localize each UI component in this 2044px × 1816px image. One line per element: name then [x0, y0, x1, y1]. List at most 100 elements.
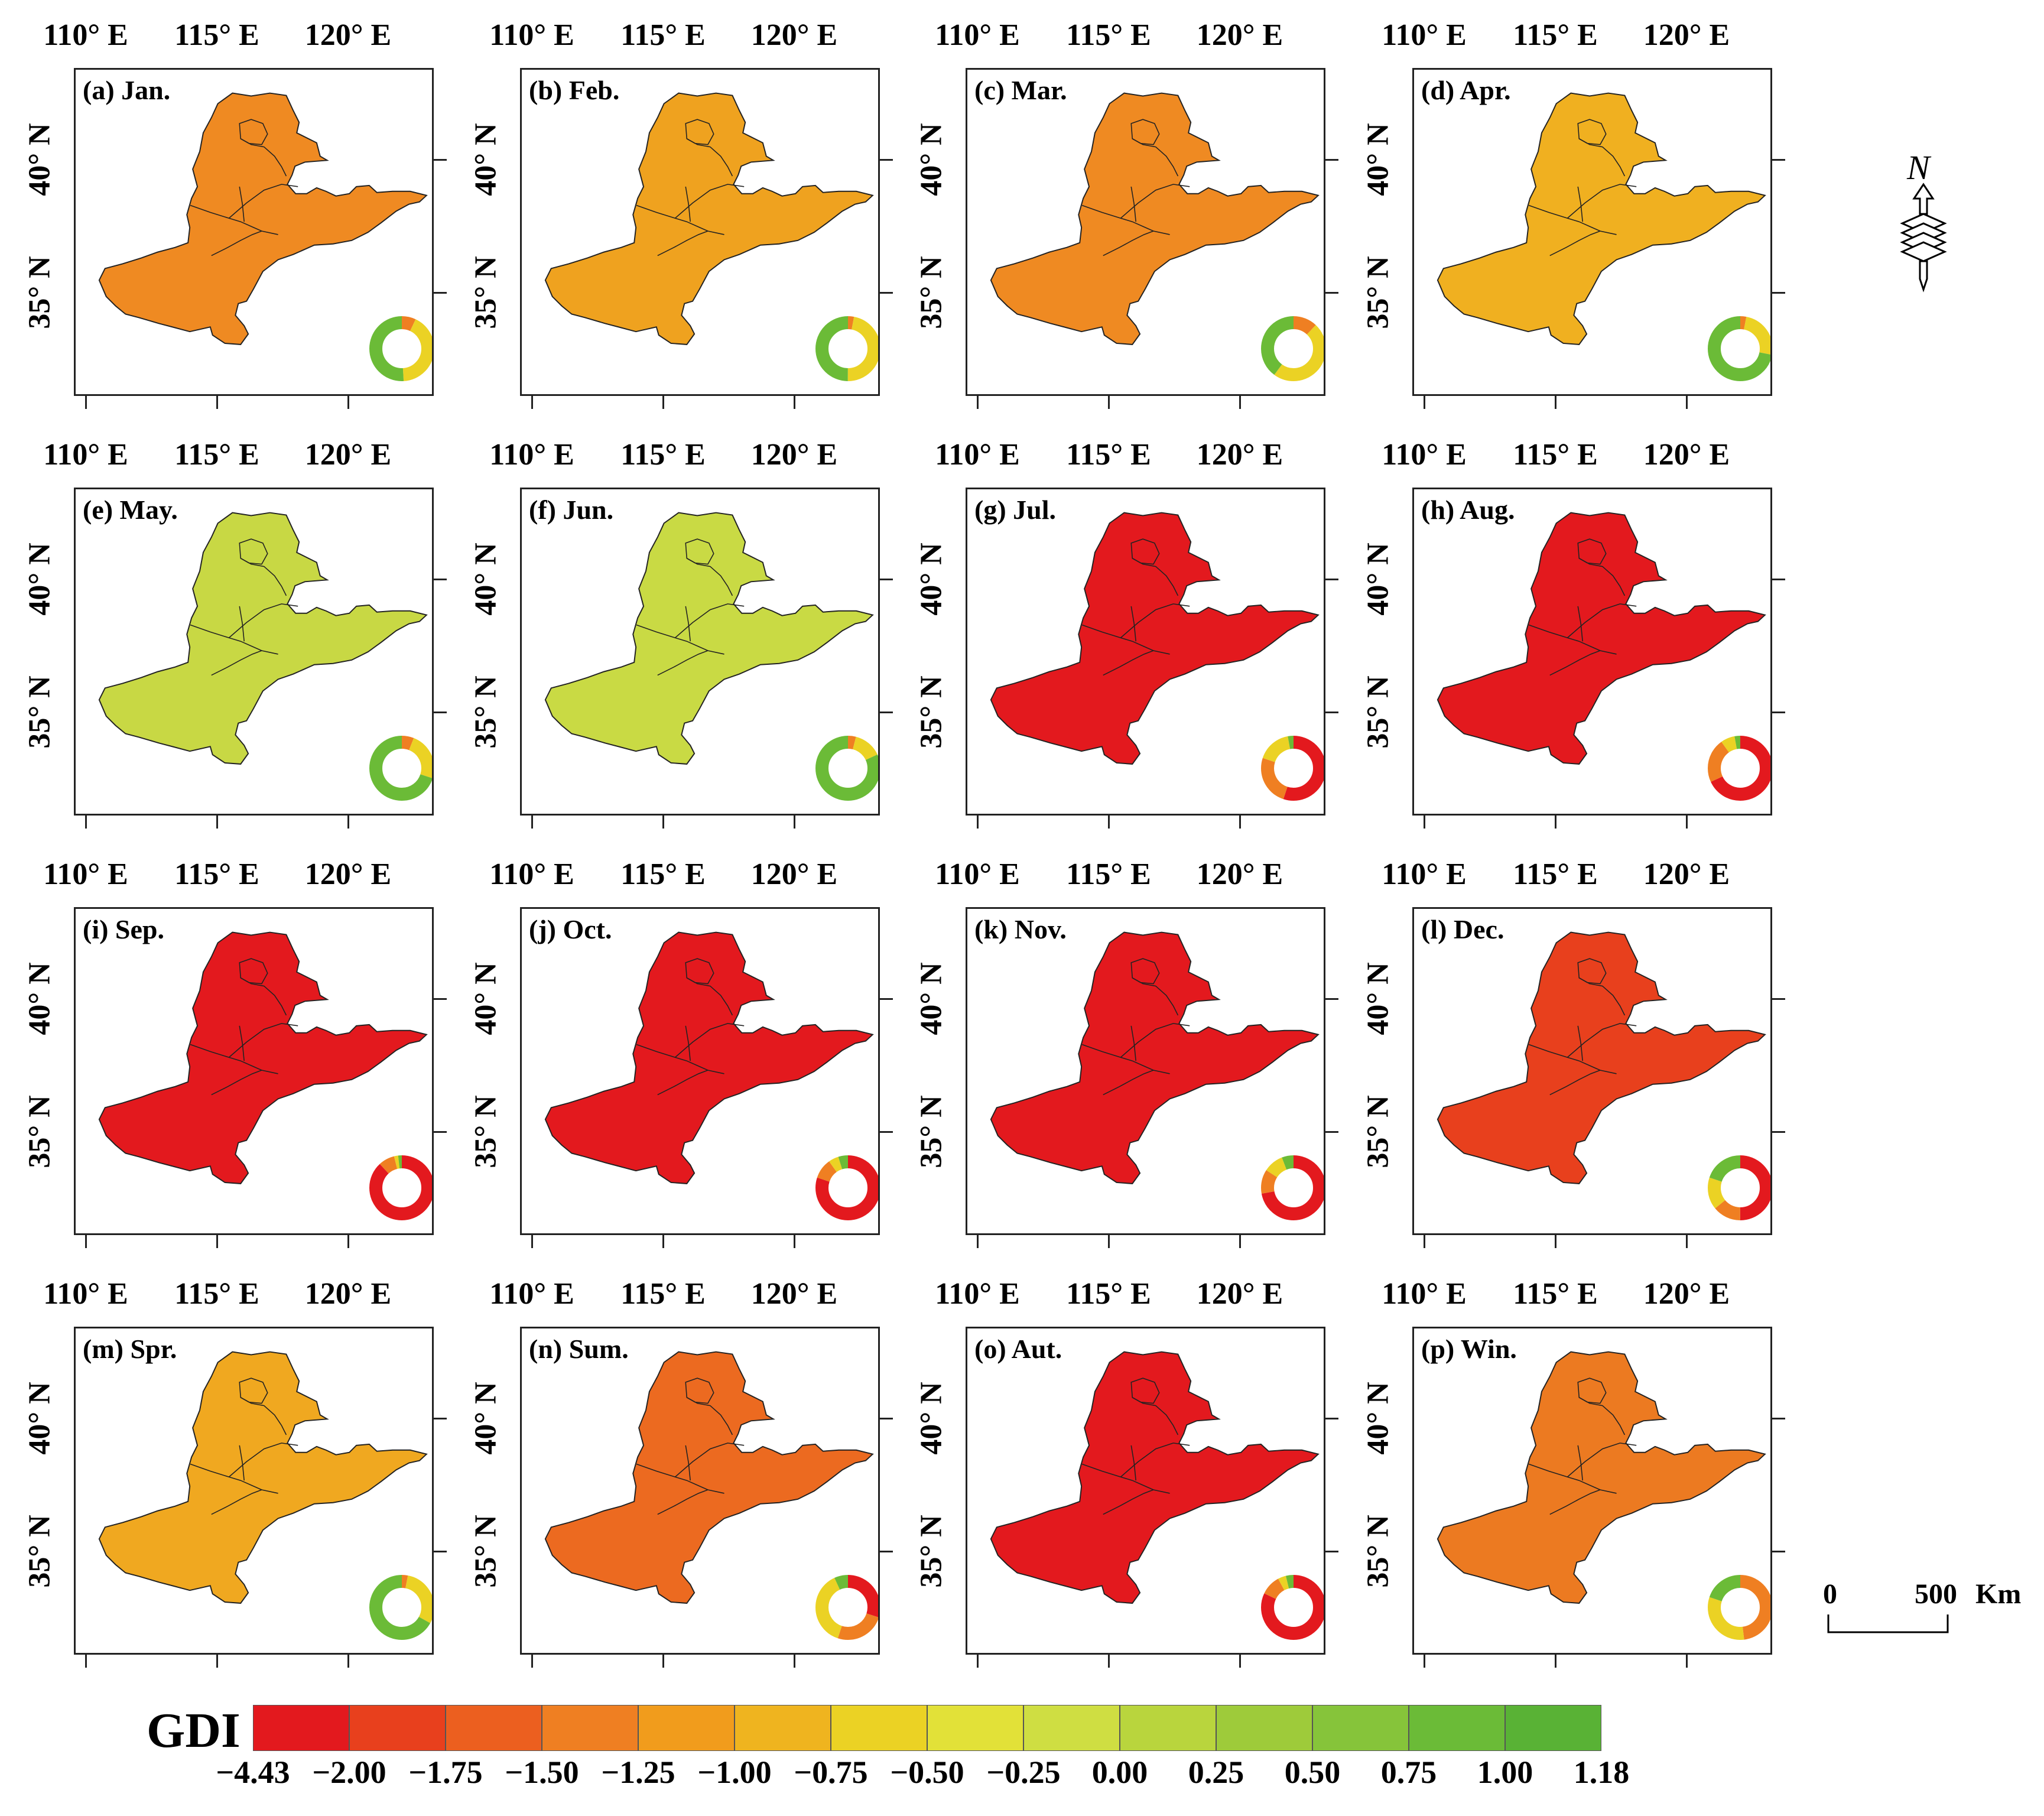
province-boundary	[674, 1023, 745, 1058]
lon-label: 120° E	[1643, 18, 1730, 52]
lon-tick	[1686, 1235, 1688, 1248]
donut-slice	[1261, 316, 1324, 381]
panel-label: (d) Apr.	[1421, 75, 1511, 105]
lon-tick	[794, 1235, 795, 1248]
donut-slice	[815, 1575, 878, 1640]
lat-tick	[880, 712, 893, 713]
map-panel: (g) Jul.	[966, 488, 1325, 816]
colorbar-segment	[638, 1705, 735, 1751]
lon-label: 120° E	[750, 1277, 838, 1311]
map-panel: (k) Nov.	[966, 907, 1325, 1235]
province-boundary	[1103, 650, 1154, 676]
panel-label: (h) Aug.	[1421, 495, 1515, 525]
province-boundary	[1578, 558, 1626, 596]
lon-label: 120° E	[750, 857, 838, 891]
lon-label: 120° E	[304, 857, 392, 891]
province-boundary	[685, 606, 691, 642]
lat-tick	[1772, 1418, 1785, 1419]
lon-tick	[1239, 396, 1241, 409]
lon-tick	[977, 1235, 979, 1248]
lon-tick	[85, 396, 87, 409]
lon-tick	[1108, 1235, 1110, 1248]
lat-tick	[434, 1131, 447, 1133]
lat-label: 40° N	[1361, 962, 1395, 1035]
lat-tick	[434, 1551, 447, 1552]
lat-label: 40° N	[22, 962, 57, 1035]
lat-tick	[1772, 712, 1785, 713]
lon-label: 115° E	[1066, 18, 1151, 52]
lat-label: 40° N	[22, 123, 57, 196]
lon-label: 115° E	[1513, 438, 1598, 472]
lon-label: 120° E	[1196, 857, 1283, 891]
lat-label: 35° N	[22, 1515, 57, 1588]
lon-tick	[1239, 816, 1241, 829]
region-fill	[1437, 512, 1766, 765]
donut-chart	[815, 316, 878, 381]
lat-label: 35° N	[1361, 1095, 1395, 1168]
lat-tick	[1772, 1131, 1785, 1133]
lat-label: 35° N	[914, 1095, 948, 1168]
lon-tick	[794, 1655, 795, 1668]
province-boundary	[240, 558, 287, 596]
province-boundary	[1549, 1070, 1601, 1096]
region-fill	[1437, 92, 1766, 345]
colorbar-tick-label: −0.25	[986, 1755, 1061, 1790]
region-fill	[990, 1351, 1320, 1604]
map-panel: (j) Oct.	[520, 907, 880, 1235]
donut-chart	[369, 736, 432, 801]
region-fill	[1437, 1351, 1766, 1604]
donut-slice	[369, 1155, 432, 1220]
donut-chart	[1708, 736, 1770, 801]
province-boundary	[1578, 1397, 1626, 1435]
panel-label: (a) Jan.	[83, 75, 171, 105]
lon-tick	[216, 396, 218, 409]
colorbar-tick-label: 0.50	[1284, 1755, 1341, 1790]
donut-slice	[1708, 1155, 1770, 1220]
province-boundary	[1120, 184, 1190, 219]
province-boundary	[686, 138, 733, 177]
lat-tick	[434, 998, 447, 1000]
panel-label: (n) Sum.	[529, 1334, 629, 1364]
legend-title: GDI	[147, 1703, 241, 1758]
panel-label: (l) Dec.	[1421, 914, 1504, 944]
province-boundary	[1103, 230, 1154, 256]
donut-slice	[1261, 1155, 1324, 1220]
region-fill	[98, 92, 428, 345]
region-map	[544, 1351, 874, 1604]
lon-label: 120° E	[304, 438, 392, 472]
lat-tick	[1772, 1551, 1785, 1552]
lat-label: 40° N	[1361, 1382, 1395, 1455]
lon-tick	[216, 1655, 218, 1668]
region-map	[98, 931, 428, 1184]
donut-chart	[1261, 1575, 1324, 1640]
map-panel: (b) Feb.	[520, 68, 880, 396]
province-boundary	[1549, 1489, 1601, 1515]
lat-tick	[434, 292, 447, 294]
lat-label: 35° N	[1361, 1515, 1395, 1588]
scale-end-label: 500	[1915, 1578, 1957, 1610]
province-boundary	[686, 977, 733, 1016]
province-boundary	[1130, 1445, 1136, 1481]
scale-start-label: 0	[1823, 1578, 1837, 1610]
region-fill	[990, 512, 1320, 765]
scale-bar: 0 500 Km	[1823, 1578, 2024, 1637]
donut-slice	[1261, 736, 1324, 801]
colorbar-segment	[445, 1705, 542, 1751]
map-panel: (o) Aut.	[966, 1327, 1325, 1655]
lon-tick	[531, 396, 533, 409]
lon-label: 120° E	[1643, 438, 1730, 472]
region-map	[990, 512, 1320, 765]
lon-tick	[1424, 1655, 1425, 1668]
colorbar-tick-label: −2.00	[312, 1755, 386, 1790]
lon-label: 120° E	[304, 18, 392, 52]
lat-label: 35° N	[22, 256, 57, 329]
province-boundary	[674, 603, 745, 638]
lat-label: 35° N	[469, 675, 503, 749]
lat-label: 40° N	[914, 962, 948, 1035]
colorbar-segment	[253, 1705, 350, 1751]
lat-tick	[880, 579, 893, 580]
province-boundary	[1103, 1070, 1154, 1096]
lon-tick	[1555, 816, 1556, 829]
lon-label: 115° E	[174, 18, 259, 52]
map-panel: (d) Apr.	[1412, 68, 1772, 396]
